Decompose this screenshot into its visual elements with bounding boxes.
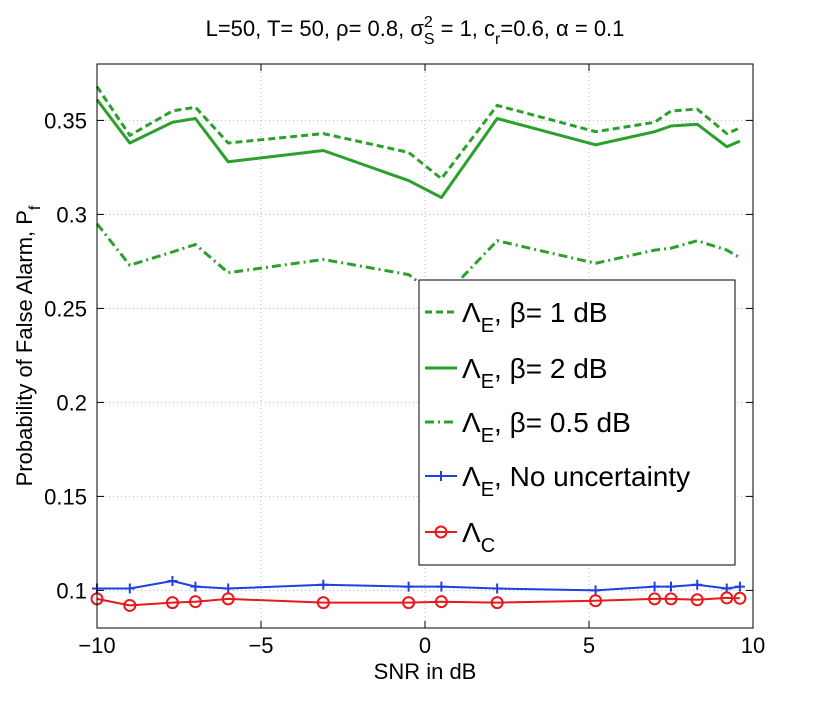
y-tick-label: 0.35: [44, 108, 87, 133]
y-tick-label: 0.3: [56, 202, 87, 227]
legend-marker: [434, 525, 448, 539]
title-prefix: L=50, T= 50, ρ= 0.8, σ: [206, 16, 425, 41]
x-tick-label: 10: [741, 633, 765, 658]
title-sigma-sup: 2: [424, 14, 433, 31]
y-axis-label: Probability of False Alarm, Pf: [12, 205, 44, 486]
data-point: [733, 591, 747, 605]
data-point: [403, 581, 414, 592]
y-tick-label: 0.15: [44, 484, 87, 509]
data-point: [434, 595, 448, 609]
data-point: [720, 591, 734, 605]
legend: ΛE, β= 1 dB ΛE, β= 2 dB ΛE, β= 0.5 dB ΛE, N…: [418, 279, 736, 566]
y-tick-label: 0.25: [44, 296, 87, 321]
series-line-lambda-c: [96, 596, 740, 607]
legend-entry-lambda-c: ΛC: [425, 517, 495, 557]
legend-label: ΛE, No uncertainty: [462, 461, 690, 501]
data-point: [692, 579, 703, 590]
legend-label: ΛE, β= 1 dB: [462, 297, 607, 337]
legend-entry-no-uncertainty: ΛE, No uncertainty: [425, 461, 690, 501]
data-point: [734, 581, 745, 592]
legend-entry-beta-1dB: ΛE, β= 1 dB: [425, 297, 607, 337]
data-point: [167, 576, 178, 586]
legend-label: ΛE, β= 2 dB: [462, 353, 607, 393]
y-tick-label: 0.2: [56, 390, 87, 415]
x-tick-label: 5: [583, 633, 595, 658]
y-axis-label-main: Probability of False Alarm, P: [12, 210, 37, 486]
series-beta-2dB: [95, 98, 741, 199]
axis-ticks: −10 −5 0 5 10 0.1 0.15 0.2 0.25 0.3 0.35: [44, 64, 765, 658]
legend-label: ΛC: [462, 517, 495, 557]
title-suffix: =0.6, α = 0.1: [500, 16, 624, 41]
data-point: [402, 596, 416, 610]
x-tick-label: −10: [78, 633, 115, 658]
x-axis-label: SNR in dB: [374, 659, 477, 684]
data-point: [188, 595, 202, 609]
data-point: [190, 581, 201, 592]
title-sigma-sub: S: [424, 31, 435, 48]
data-point: [124, 583, 135, 594]
data-point: [123, 598, 137, 612]
data-point: [316, 596, 330, 610]
data-point: [436, 581, 447, 592]
data-point: [165, 596, 179, 610]
data-point: [492, 583, 503, 594]
series-line-beta-2dB: [95, 98, 741, 199]
data-point: [649, 581, 660, 592]
series-no-uncertainty: [92, 576, 745, 596]
x-tick-label: 0: [419, 633, 431, 658]
series-line-beta-1dB: [95, 85, 741, 181]
y-axis-label-sub: f: [27, 205, 44, 210]
title-mid: = 1, c: [435, 16, 496, 41]
y-tick-label: 0.1: [56, 578, 87, 603]
data-point: [690, 593, 704, 607]
x-tick-label: −5: [248, 633, 273, 658]
series-lambda-c: [90, 591, 747, 612]
legend-entry-beta-2dB: ΛE, β= 2 dB: [425, 353, 607, 393]
data-point: [223, 583, 234, 594]
legend-box: [418, 279, 736, 566]
data-point: [666, 581, 676, 592]
title-c-sub: r: [495, 31, 501, 48]
data-point: [221, 592, 235, 606]
data-point: [590, 585, 601, 596]
chart-title: L=50, T= 50, ρ= 0.8, σ2 S = 1, cr=0.6, α …: [206, 14, 625, 48]
legend-marker: [436, 471, 446, 481]
data-point: [318, 579, 329, 590]
series-beta-1dB: [95, 85, 741, 181]
legend-label: ΛE, β= 0.5 dB: [462, 407, 631, 447]
data-point: [490, 596, 504, 610]
legend-entry-beta-0.5dB: ΛE, β= 0.5 dB: [425, 407, 631, 447]
data-point: [648, 592, 662, 606]
data-point: [589, 594, 603, 608]
data-point: [664, 592, 678, 606]
